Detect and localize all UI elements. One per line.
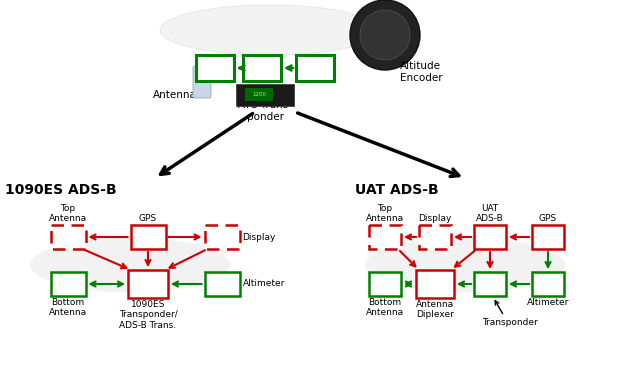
Text: GPS: GPS bbox=[539, 214, 557, 223]
Bar bbox=[474, 272, 506, 296]
Text: Altimeter: Altimeter bbox=[527, 298, 569, 307]
Bar bbox=[369, 225, 401, 249]
Text: Top
Antenna: Top Antenna bbox=[366, 203, 404, 223]
Bar bbox=[51, 272, 85, 296]
Text: Top
Antenna: Top Antenna bbox=[49, 203, 87, 223]
Bar bbox=[243, 55, 281, 81]
Circle shape bbox=[350, 0, 420, 70]
Bar bbox=[532, 272, 564, 296]
Bar bbox=[236, 84, 294, 106]
Bar bbox=[204, 272, 240, 296]
Text: Transponder: Transponder bbox=[482, 318, 538, 327]
Text: Altimeter: Altimeter bbox=[243, 280, 285, 288]
Bar bbox=[532, 225, 564, 249]
Bar bbox=[474, 225, 506, 249]
Text: Antenna
Diplexer: Antenna Diplexer bbox=[416, 300, 454, 319]
Text: 1090ES ADS-B: 1090ES ADS-B bbox=[5, 183, 116, 197]
Bar bbox=[131, 225, 165, 249]
Text: Display: Display bbox=[418, 214, 452, 223]
Text: GPS: GPS bbox=[139, 214, 157, 223]
FancyBboxPatch shape bbox=[193, 66, 211, 98]
Bar bbox=[204, 225, 240, 249]
Text: Display: Display bbox=[243, 232, 276, 242]
Ellipse shape bbox=[30, 237, 230, 293]
Circle shape bbox=[360, 10, 410, 60]
Bar bbox=[51, 225, 85, 249]
Bar bbox=[296, 55, 334, 81]
Bar bbox=[419, 225, 451, 249]
Bar bbox=[128, 270, 168, 298]
Bar bbox=[369, 272, 401, 296]
Text: 1090ES
Transponder/
ADS-B Trans.: 1090ES Transponder/ ADS-B Trans. bbox=[119, 300, 178, 330]
Ellipse shape bbox=[160, 5, 380, 55]
Text: Bottom
Antenna: Bottom Antenna bbox=[49, 298, 87, 317]
Bar bbox=[416, 270, 454, 298]
Text: Bottom
Antenna: Bottom Antenna bbox=[366, 298, 404, 317]
Text: UAT ADS-B: UAT ADS-B bbox=[355, 183, 439, 197]
Text: ATC Trans-
ponder: ATC Trans- ponder bbox=[238, 100, 292, 122]
Text: Altitude
Encoder: Altitude Encoder bbox=[400, 61, 443, 83]
Bar bbox=[196, 55, 234, 81]
Bar bbox=[245, 88, 273, 101]
Ellipse shape bbox=[365, 237, 565, 293]
Text: 1200: 1200 bbox=[252, 91, 266, 96]
Text: Antenna: Antenna bbox=[153, 90, 197, 100]
Text: UAT
ADS-B: UAT ADS-B bbox=[476, 203, 504, 223]
